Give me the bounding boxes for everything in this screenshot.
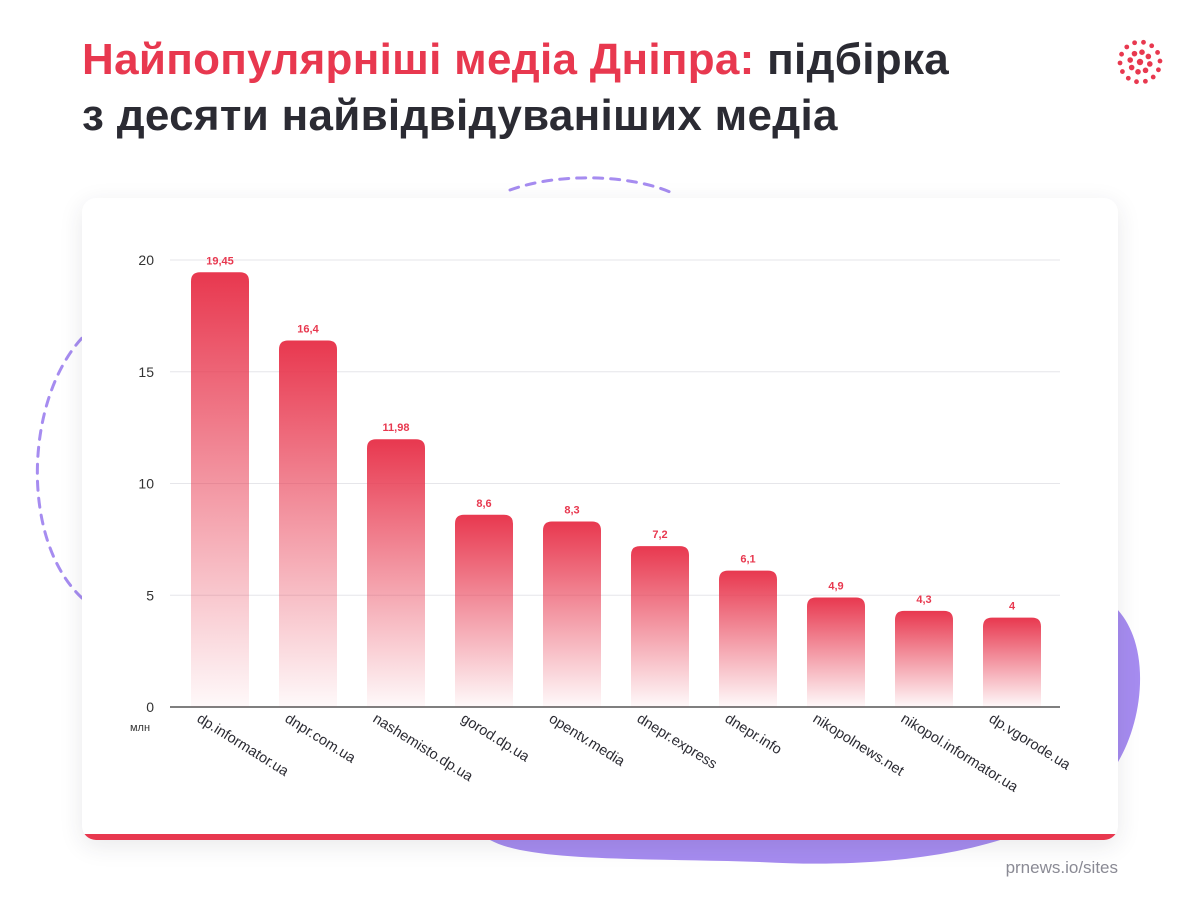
value-label: 4 [1009, 601, 1016, 613]
category-label: opentv.media [546, 711, 628, 771]
logo-dot [1132, 40, 1138, 46]
logo-dot [1156, 67, 1161, 73]
bar-dnpr-com-ua [279, 340, 337, 707]
bar-gorod-dp-ua [455, 514, 513, 707]
logo-dot [1117, 60, 1123, 66]
value-label: 8,3 [564, 504, 579, 516]
category-label: dp.informator.ua [194, 711, 292, 781]
y-tick-label: 15 [138, 364, 154, 380]
chart-card: 0 5 10 15 20 млн 19,45 dp.informator.ua 16,4 dnpr… [82, 198, 1118, 840]
bar-dnepr-express [631, 546, 689, 707]
logo-dot [1127, 57, 1133, 63]
title-highlight: Найпопулярніші медіа Дніпра: [82, 35, 755, 84]
logo-dot [1145, 53, 1152, 60]
value-label: 16,4 [297, 323, 319, 335]
value-label: 4,3 [916, 594, 931, 606]
category-label: nikopolnews.net [810, 711, 907, 780]
logo-dot [1141, 39, 1146, 45]
logo-dot [1128, 64, 1135, 71]
value-label: 19,45 [206, 255, 234, 267]
value-label: 7,2 [652, 529, 667, 541]
bar-nikopol-informator-ua [895, 610, 953, 707]
logo-dot [1131, 50, 1138, 57]
bar-dnepr-info [719, 570, 777, 707]
source-label: prnews.io/sites [1005, 858, 1118, 877]
logo-dot [1136, 58, 1144, 66]
logo-dot [1149, 43, 1155, 49]
bar-chart: 0 5 10 15 20 млн 19,45 dp.informator.ua 16,4 dnpr… [130, 252, 1074, 796]
card-accent-bar [82, 834, 1118, 840]
value-label: 4,9 [828, 580, 843, 592]
title-line2: з десяти найвідвідуваніших медіа [82, 91, 838, 140]
logo-dot [1120, 69, 1125, 74]
page-title: Найпопулярніші медіа Дніпра: підбірка з … [82, 32, 1042, 144]
logo-dot [1155, 50, 1160, 55]
logo-dot [1142, 78, 1148, 84]
y-tick-label: 5 [146, 587, 154, 603]
category-label: gorod.dp.ua [458, 711, 533, 766]
category-label: dnpr.com.ua [282, 711, 359, 767]
logo-dot [1139, 49, 1145, 55]
value-label: 6,1 [740, 554, 755, 566]
logo-dot [1119, 51, 1124, 57]
y-tick-label: 0 [146, 699, 154, 715]
logo-dot [1125, 75, 1131, 81]
logo-dot [1142, 67, 1149, 74]
unit-label: млн [130, 722, 150, 734]
dots-logo-icon [1117, 39, 1163, 85]
category-label: dp.vgorode.ua [986, 711, 1074, 774]
y-tick-label: 10 [138, 476, 154, 492]
logo-dot [1124, 44, 1130, 50]
logo-dot [1135, 69, 1141, 75]
title-line1-rest: підбірка [767, 35, 950, 84]
bar-dp-vgorode-ua [983, 617, 1041, 707]
logo-dot [1157, 58, 1163, 64]
bar-nashemisto-dp-ua [367, 439, 425, 707]
bar-dp-informator-ua [191, 272, 249, 707]
value-label: 11,98 [383, 422, 410, 434]
logo-dot [1134, 79, 1139, 85]
y-tick-label: 20 [138, 252, 154, 268]
value-label: 8,6 [476, 498, 491, 510]
dashed-arc [35, 176, 672, 600]
category-label: dnepr.express [634, 711, 720, 773]
bar-opentv-media [543, 521, 601, 707]
category-label: dnepr.info [722, 711, 785, 758]
logo-dot [1150, 74, 1156, 80]
logo-dot [1147, 61, 1153, 67]
bar-nikopolnews-net [807, 597, 865, 707]
